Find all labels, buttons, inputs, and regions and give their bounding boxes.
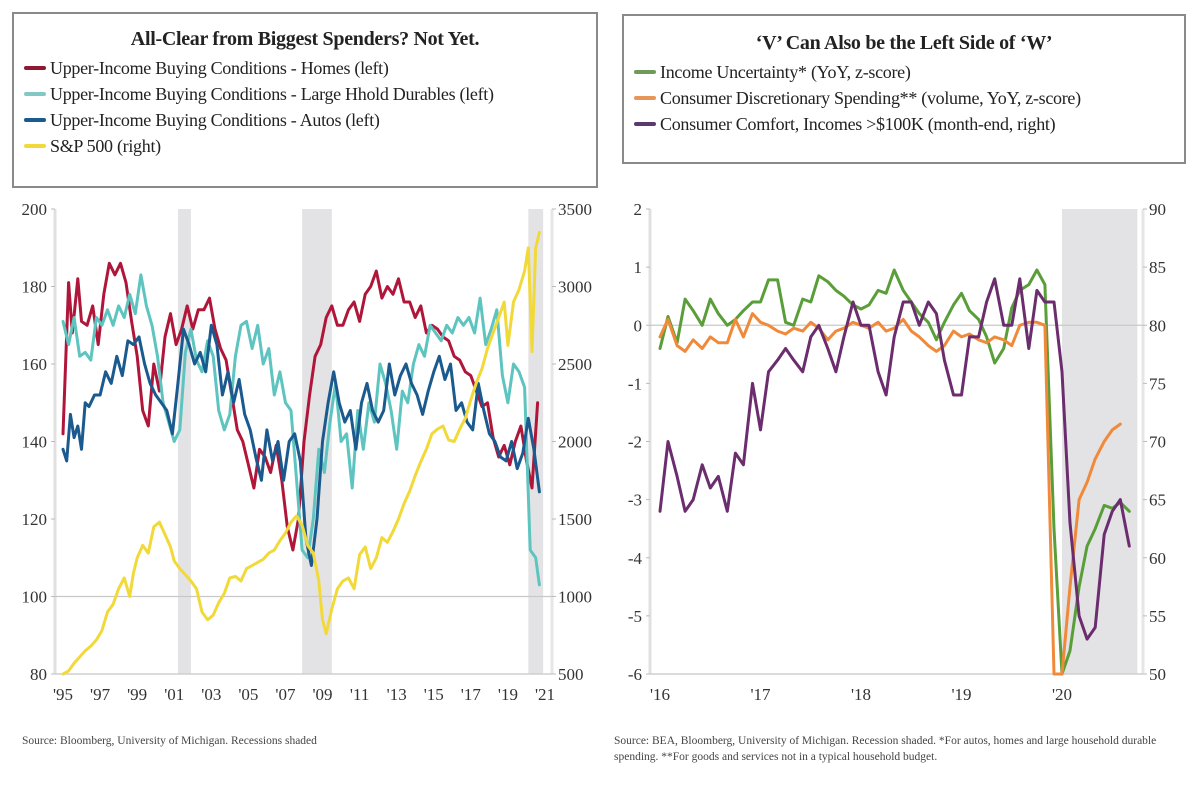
right-left-tick-label: 1 bbox=[634, 258, 643, 277]
left-x-tick-label: '09 bbox=[312, 685, 332, 704]
right-right-tick-label: 90 bbox=[1149, 200, 1166, 219]
legend-swatch-autos bbox=[24, 118, 46, 122]
legend-label-discretionary: Consumer Discretionary Spending** (volum… bbox=[660, 87, 1081, 108]
legend-item-sp500: S&P 500 (right) bbox=[14, 133, 596, 159]
right-right-tick-label: 65 bbox=[1149, 491, 1166, 510]
right-recession-band bbox=[1062, 209, 1138, 674]
right-right-tick-label: 50 bbox=[1149, 665, 1166, 684]
right-right-tick-label: 60 bbox=[1149, 549, 1166, 568]
legend-item-durables: Upper-Income Buying Conditions - Large H… bbox=[14, 81, 596, 107]
right-x-tick-label: '20 bbox=[1052, 685, 1072, 704]
right-right-tick-label: 85 bbox=[1149, 258, 1166, 277]
right-left-tick-label: -3 bbox=[628, 491, 642, 510]
right-right-tick-label: 80 bbox=[1149, 316, 1166, 335]
right-left-tick-label: -5 bbox=[628, 607, 642, 626]
right-chart-title: ‘V’ Can Also be the Left Side of ‘W’ bbox=[755, 32, 1053, 54]
left-x-tick-label: '01 bbox=[164, 685, 184, 704]
left-x-tick-label: '05 bbox=[238, 685, 258, 704]
left-series-line-2 bbox=[61, 323, 541, 567]
legend-swatch-homes bbox=[24, 66, 46, 70]
right-series-line-0 bbox=[658, 268, 1131, 676]
legend-label-income-uncertainty: Income Uncertainty* (YoY, z-score) bbox=[660, 61, 911, 82]
legend-item-autos: Upper-Income Buying Conditions - Autos (… bbox=[14, 107, 596, 133]
legend-item-homes: Upper-Income Buying Conditions - Homes (… bbox=[14, 55, 596, 81]
left-series-line-1 bbox=[61, 273, 541, 587]
left-right-tick-label: 1500 bbox=[558, 510, 592, 529]
left-x-tick-label: '03 bbox=[201, 685, 221, 704]
left-x-tick-label: '07 bbox=[275, 685, 296, 704]
left-x-tick-label: '15 bbox=[424, 685, 444, 704]
legend-swatch-sp500 bbox=[24, 144, 46, 148]
left-series-line-3 bbox=[61, 230, 541, 676]
left-x-tick-label: '17 bbox=[461, 685, 482, 704]
right-x-tick-label: '16 bbox=[650, 685, 670, 704]
right-left-tick-label: -2 bbox=[628, 433, 642, 452]
left-left-tick-label: 180 bbox=[22, 278, 48, 297]
left-x-tick-label: '97 bbox=[90, 685, 111, 704]
left-right-tick-label: 2500 bbox=[558, 355, 592, 374]
left-left-tick-label: 160 bbox=[22, 355, 48, 374]
legend-label-autos: Upper-Income Buying Conditions - Autos (… bbox=[50, 109, 380, 130]
left-right-tick-label: 2000 bbox=[558, 433, 592, 452]
right-left-tick-label: -6 bbox=[628, 665, 642, 684]
legend-swatch-discretionary bbox=[634, 96, 656, 100]
right-series-line-2 bbox=[658, 277, 1131, 641]
left-legend-box: All-Clear from Biggest Spenders? Not Yet… bbox=[12, 12, 598, 188]
right-left-tick-label: -1 bbox=[628, 374, 642, 393]
left-source-note: Source: Bloomberg, University of Michiga… bbox=[22, 735, 317, 747]
right-x-tick-label: '19 bbox=[951, 685, 971, 704]
right-series-line-1 bbox=[658, 312, 1122, 676]
right-right-tick-label: 75 bbox=[1149, 374, 1166, 393]
left-chart-title: All-Clear from Biggest Spenders? Not Yet… bbox=[130, 28, 480, 50]
right-source-note: Source: BEA, Bloomberg, University of Mi… bbox=[614, 735, 1157, 763]
legend-label-comfort: Consumer Comfort, Incomes >$100K (month-… bbox=[660, 113, 1056, 134]
legend-label-durables: Upper-Income Buying Conditions - Large H… bbox=[50, 83, 494, 104]
left-left-tick-label: 140 bbox=[22, 433, 48, 452]
legend-swatch-income-uncertainty bbox=[634, 70, 656, 74]
left-right-tick-label: 500 bbox=[558, 665, 584, 684]
legend-swatch-durables bbox=[24, 92, 46, 96]
right-left-tick-label: -4 bbox=[628, 549, 643, 568]
left-right-tick-label: 3000 bbox=[558, 278, 592, 297]
legend-item-discretionary: Consumer Discretionary Spending** (volum… bbox=[624, 85, 1184, 111]
legend-item-comfort: Consumer Comfort, Incomes >$100K (month-… bbox=[624, 111, 1184, 137]
left-left-tick-label: 80 bbox=[30, 665, 47, 684]
left-x-tick-label: '11 bbox=[350, 685, 369, 704]
left-x-tick-label: '95 bbox=[53, 685, 73, 704]
left-left-tick-label: 200 bbox=[22, 200, 48, 219]
right-legend-box: ‘V’ Can Also be the Left Side of ‘W’ Inc… bbox=[622, 14, 1186, 164]
left-right-tick-label: 3500 bbox=[558, 200, 592, 219]
left-left-tick-label: 100 bbox=[22, 588, 48, 607]
left-left-tick-label: 120 bbox=[22, 510, 48, 529]
right-right-tick-label: 55 bbox=[1149, 607, 1166, 626]
legend-swatch-comfort bbox=[634, 122, 656, 126]
right-x-tick-label: '17 bbox=[750, 685, 771, 704]
left-x-tick-label: '13 bbox=[387, 685, 407, 704]
legend-label-sp500: S&P 500 (right) bbox=[50, 135, 161, 156]
left-x-tick-label: '21 bbox=[535, 685, 555, 704]
right-left-tick-label: 2 bbox=[634, 200, 643, 219]
right-right-tick-label: 70 bbox=[1149, 433, 1166, 452]
left-x-tick-label: '19 bbox=[498, 685, 518, 704]
left-right-tick-label: 1000 bbox=[558, 588, 592, 607]
right-left-tick-label: 0 bbox=[634, 316, 643, 335]
left-x-tick-label: '99 bbox=[127, 685, 147, 704]
legend-label-homes: Upper-Income Buying Conditions - Homes (… bbox=[50, 57, 389, 78]
left-recession-band bbox=[177, 209, 191, 674]
right-x-tick-label: '18 bbox=[851, 685, 871, 704]
legend-item-income-uncertainty: Income Uncertainty* (YoY, z-score) bbox=[624, 59, 1184, 85]
